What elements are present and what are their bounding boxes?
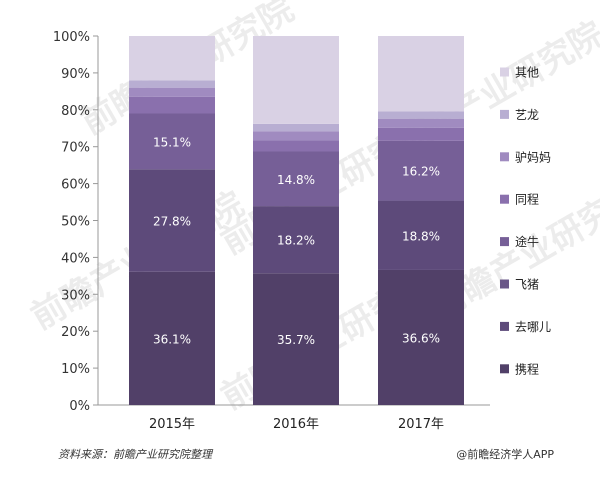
- legend-swatch: [500, 237, 509, 246]
- legend-swatch: [500, 110, 509, 119]
- bar-segment: [129, 88, 215, 97]
- legend-label: 携程: [515, 361, 539, 376]
- y-tick-label: 50%: [61, 215, 90, 230]
- y-tick-label: 80%: [61, 104, 90, 119]
- legend-label: 艺龙: [515, 108, 539, 122]
- legend-swatch: [500, 322, 509, 331]
- y-tick-label: 70%: [61, 141, 90, 156]
- legend-label: 飞猪: [515, 278, 539, 292]
- x-tick-label: 2017年: [398, 417, 444, 432]
- bar-segment: [253, 124, 339, 131]
- x-tick-label: 2016年: [273, 417, 319, 432]
- bar-segment: [129, 80, 215, 87]
- data-label: 35.7%: [277, 333, 315, 347]
- y-tick-label: 100%: [53, 30, 90, 45]
- y-tick-label: 0%: [69, 399, 90, 414]
- data-label: 36.6%: [402, 331, 440, 345]
- bar-segment: [378, 36, 464, 111]
- legend-swatch: [500, 152, 509, 161]
- legend-label: 途牛: [515, 234, 539, 249]
- data-label: 14.8%: [277, 173, 315, 187]
- x-tick-label: 2015年: [149, 417, 195, 432]
- bar-segment: [253, 131, 339, 140]
- legend-label: 其他: [515, 66, 539, 80]
- legend-swatch: [500, 364, 509, 373]
- y-tick-label: 30%: [61, 288, 90, 303]
- legend-label: 去哪儿: [515, 320, 551, 334]
- y-tick-label: 90%: [61, 67, 90, 82]
- data-label: 36.1%: [153, 332, 191, 346]
- y-tick-label: 10%: [61, 362, 90, 377]
- legend-label: 同程: [515, 192, 539, 207]
- bar-segment: [129, 36, 215, 80]
- app-credit: @前瞻经济学人APP: [456, 446, 554, 462]
- stacked-bar-chart: 前瞻产业研究院 前瞻产业研究院 前瞻产业研究院 前瞻产业研究院 前瞻产业研究院 …: [0, 0, 600, 440]
- data-label: 16.2%: [402, 165, 440, 179]
- legend-label: 驴妈妈: [515, 149, 551, 164]
- y-tick-label: 20%: [61, 325, 90, 340]
- bar-segment: [378, 119, 464, 128]
- legend-swatch: [500, 68, 509, 77]
- data-label: 18.2%: [277, 234, 315, 248]
- bar-segment: [129, 97, 215, 114]
- bar-segment: [378, 128, 464, 141]
- source-note: 资料来源：前瞻产业研究院整理: [58, 446, 212, 462]
- legend-swatch: [500, 195, 509, 204]
- y-tick-label: 40%: [61, 251, 90, 266]
- legend: 其他艺龙驴妈妈同程途牛飞猪去哪儿携程: [500, 66, 551, 377]
- bar-segment: [253, 36, 339, 124]
- data-label: 15.1%: [153, 135, 191, 149]
- data-label: 27.8%: [153, 215, 191, 229]
- y-tick-label: 60%: [61, 178, 90, 193]
- data-label: 18.8%: [402, 229, 440, 243]
- bar-segment: [378, 111, 464, 118]
- legend-swatch: [500, 280, 509, 289]
- bar-segment: [253, 140, 339, 151]
